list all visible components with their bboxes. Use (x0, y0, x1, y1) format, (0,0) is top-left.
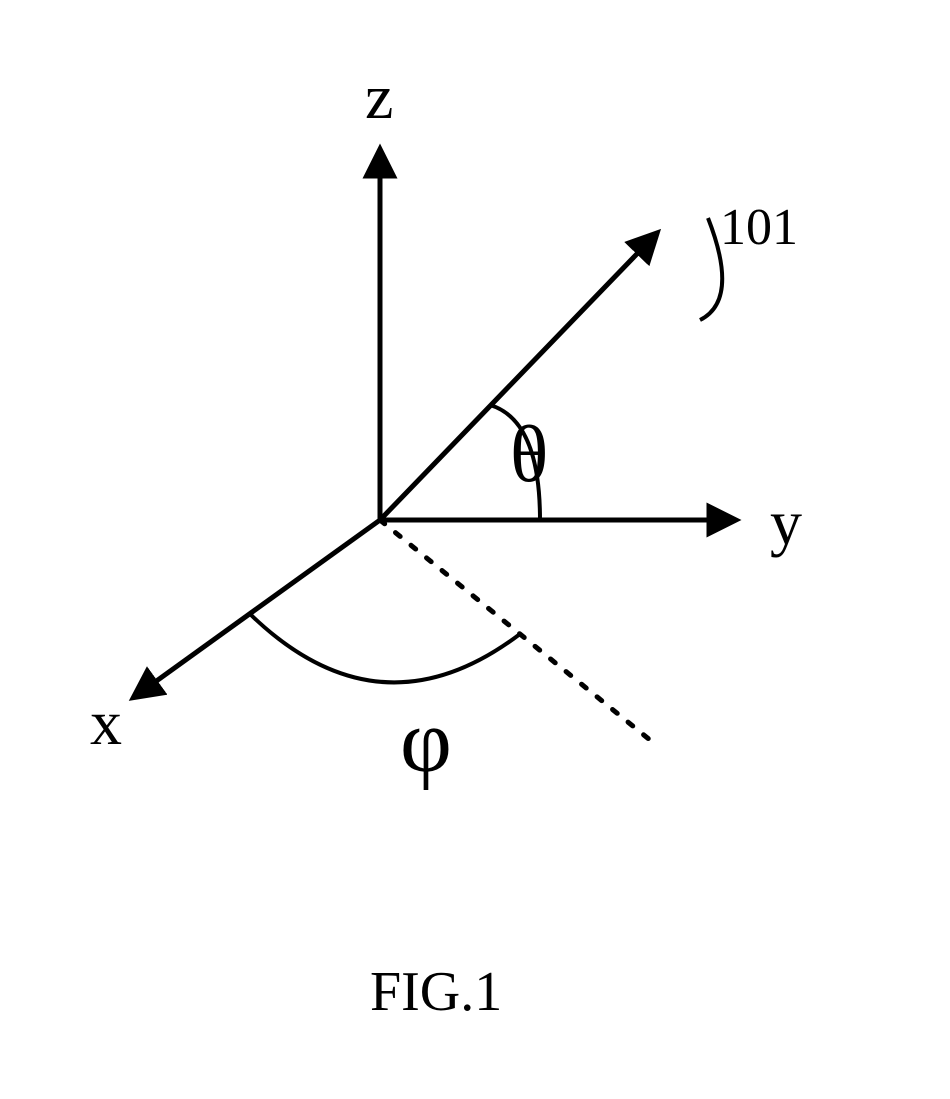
figure-caption: FIG.1 (370, 960, 502, 1024)
theta-label: θ (510, 410, 548, 501)
figure-canvas: z y x 101 θ φ FIG.1 (0, 0, 950, 1099)
x-axis-label: x (90, 686, 122, 760)
y-axis-label: y (770, 486, 802, 560)
coord-system-svg (0, 0, 950, 1099)
phi-label: φ (400, 690, 452, 793)
vector-ref-label: 101 (720, 198, 798, 257)
z-axis-label: z (365, 60, 393, 134)
